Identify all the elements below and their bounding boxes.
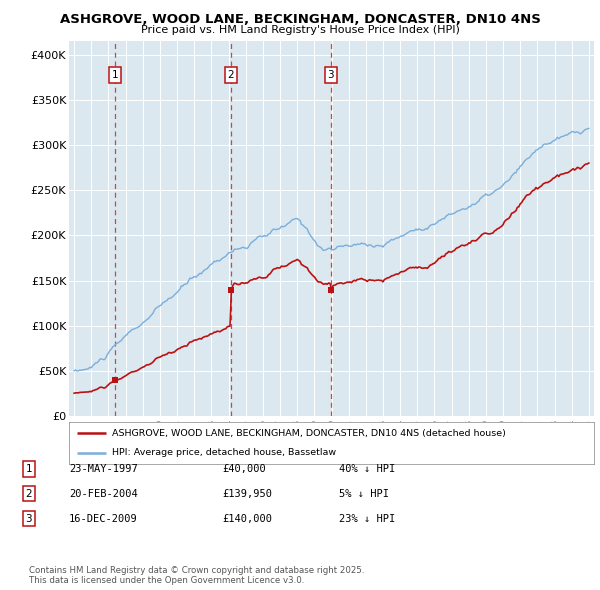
- Text: 23% ↓ HPI: 23% ↓ HPI: [339, 514, 395, 523]
- Text: £140,000: £140,000: [222, 514, 272, 523]
- Text: ASHGROVE, WOOD LANE, BECKINGHAM, DONCASTER, DN10 4NS (detached house): ASHGROVE, WOOD LANE, BECKINGHAM, DONCAST…: [112, 429, 506, 438]
- Text: 2: 2: [25, 489, 32, 499]
- Text: 40% ↓ HPI: 40% ↓ HPI: [339, 464, 395, 474]
- Text: £40,000: £40,000: [222, 464, 266, 474]
- Text: £139,950: £139,950: [222, 489, 272, 499]
- Text: 16-DEC-2009: 16-DEC-2009: [69, 514, 138, 523]
- Text: 2: 2: [227, 70, 234, 80]
- Text: 20-FEB-2004: 20-FEB-2004: [69, 489, 138, 499]
- Text: 3: 3: [25, 514, 32, 523]
- Text: 1: 1: [25, 464, 32, 474]
- Text: 23-MAY-1997: 23-MAY-1997: [69, 464, 138, 474]
- Text: Price paid vs. HM Land Registry's House Price Index (HPI): Price paid vs. HM Land Registry's House …: [140, 25, 460, 35]
- Text: HPI: Average price, detached house, Bassetlaw: HPI: Average price, detached house, Bass…: [112, 448, 336, 457]
- Text: Contains HM Land Registry data © Crown copyright and database right 2025.
This d: Contains HM Land Registry data © Crown c…: [29, 566, 364, 585]
- Text: 1: 1: [112, 70, 118, 80]
- Text: 3: 3: [328, 70, 334, 80]
- Text: 5% ↓ HPI: 5% ↓ HPI: [339, 489, 389, 499]
- Text: ASHGROVE, WOOD LANE, BECKINGHAM, DONCASTER, DN10 4NS: ASHGROVE, WOOD LANE, BECKINGHAM, DONCAST…: [59, 13, 541, 26]
